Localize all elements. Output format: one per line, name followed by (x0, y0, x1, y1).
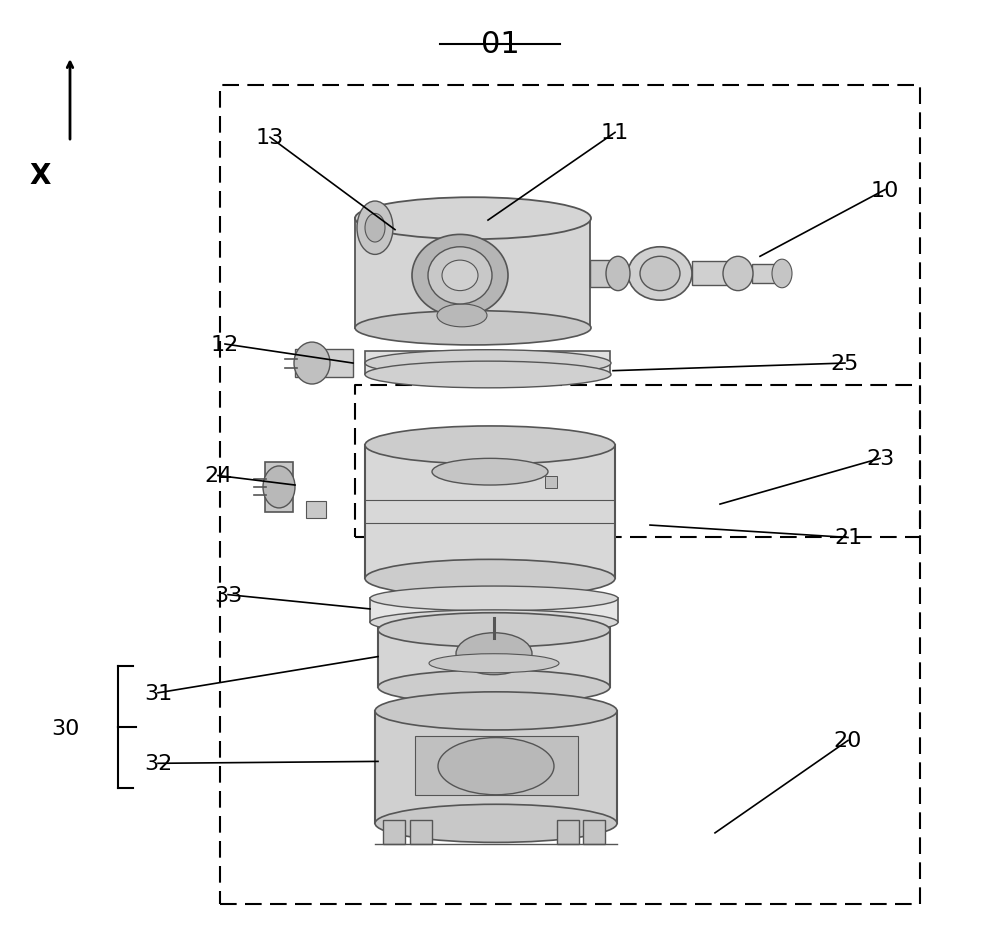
Bar (692, 262, 737, 286)
Ellipse shape (456, 633, 532, 675)
Ellipse shape (365, 214, 385, 243)
Bar (590, 261, 618, 288)
Ellipse shape (432, 459, 548, 486)
Ellipse shape (375, 804, 617, 843)
Ellipse shape (365, 560, 615, 598)
Ellipse shape (375, 692, 617, 730)
Text: 24: 24 (204, 466, 232, 486)
Ellipse shape (628, 248, 692, 301)
Bar (545, 477, 557, 488)
Ellipse shape (355, 198, 591, 240)
Text: 21: 21 (834, 528, 862, 547)
Text: 13: 13 (256, 129, 284, 148)
Ellipse shape (365, 350, 611, 377)
Ellipse shape (357, 202, 393, 255)
Ellipse shape (370, 610, 618, 635)
Bar (410, 820, 432, 844)
Bar (265, 463, 293, 512)
Ellipse shape (606, 257, 630, 291)
Text: 32: 32 (144, 754, 172, 773)
Bar (365, 446, 615, 579)
Bar (583, 820, 605, 844)
Ellipse shape (429, 654, 559, 673)
Bar (415, 736, 578, 795)
Bar (557, 820, 579, 844)
Bar (365, 351, 610, 375)
Text: 33: 33 (214, 585, 242, 605)
Text: 31: 31 (144, 684, 172, 703)
Text: 23: 23 (866, 449, 894, 468)
Text: X: X (29, 162, 51, 190)
Bar (295, 349, 353, 378)
Bar (383, 820, 405, 844)
Ellipse shape (365, 426, 615, 465)
Ellipse shape (442, 261, 478, 291)
Ellipse shape (723, 257, 753, 291)
Text: 11: 11 (601, 124, 629, 143)
Text: 20: 20 (834, 731, 862, 750)
Bar (378, 628, 610, 687)
Ellipse shape (772, 260, 792, 288)
Text: 25: 25 (831, 354, 859, 373)
Bar (355, 219, 590, 328)
Text: 30: 30 (51, 719, 79, 738)
Text: 01: 01 (481, 30, 519, 59)
Ellipse shape (428, 248, 492, 305)
Ellipse shape (378, 670, 610, 704)
Ellipse shape (640, 257, 680, 291)
Bar (370, 599, 618, 623)
Ellipse shape (355, 311, 591, 346)
Ellipse shape (412, 235, 508, 317)
Ellipse shape (365, 362, 611, 388)
Ellipse shape (437, 305, 487, 327)
Ellipse shape (438, 738, 554, 795)
Ellipse shape (378, 613, 610, 647)
Text: 12: 12 (211, 335, 239, 354)
Ellipse shape (294, 343, 330, 385)
Bar (375, 711, 617, 823)
Text: 10: 10 (871, 181, 899, 200)
Bar (306, 502, 326, 519)
Ellipse shape (370, 586, 618, 611)
Ellipse shape (263, 466, 295, 508)
Bar (752, 265, 782, 284)
